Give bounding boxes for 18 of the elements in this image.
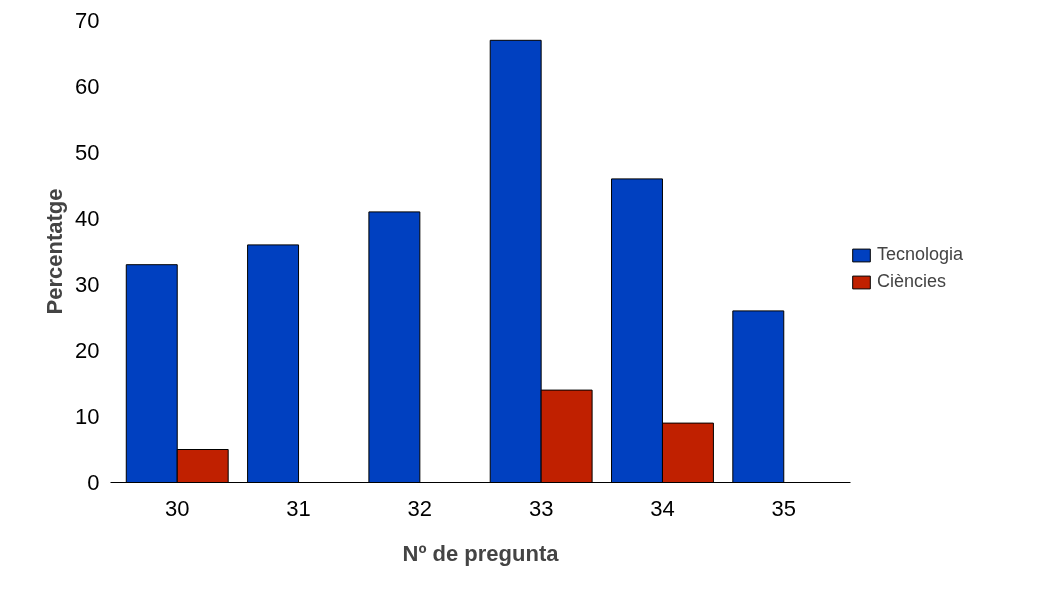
x-axis-title: Nº de pregunta	[402, 540, 560, 566]
y-tick-label: 50	[75, 140, 100, 165]
y-tick-label: 10	[75, 404, 100, 429]
y-tick-label: 60	[75, 74, 100, 99]
y-axis-title: Percentatge	[42, 188, 68, 315]
x-tick-label: 30	[164, 495, 190, 521]
y-tick-label: 70	[75, 8, 100, 33]
x-tick-label: 33	[528, 495, 554, 521]
x-tick-label: 35	[771, 495, 797, 521]
legend-label: Tecnologia	[877, 244, 964, 265]
y-tick-label: 0	[87, 470, 100, 495]
legend-label: Ciències	[877, 271, 947, 292]
x-tick-label: 32	[407, 495, 433, 521]
y-tick-label: 20	[75, 338, 100, 363]
x-tick-label: 34	[650, 495, 675, 521]
y-tick-label: 40	[75, 206, 100, 231]
x-tick-label: 31	[286, 495, 311, 521]
y-tick-label: 30	[75, 272, 100, 297]
